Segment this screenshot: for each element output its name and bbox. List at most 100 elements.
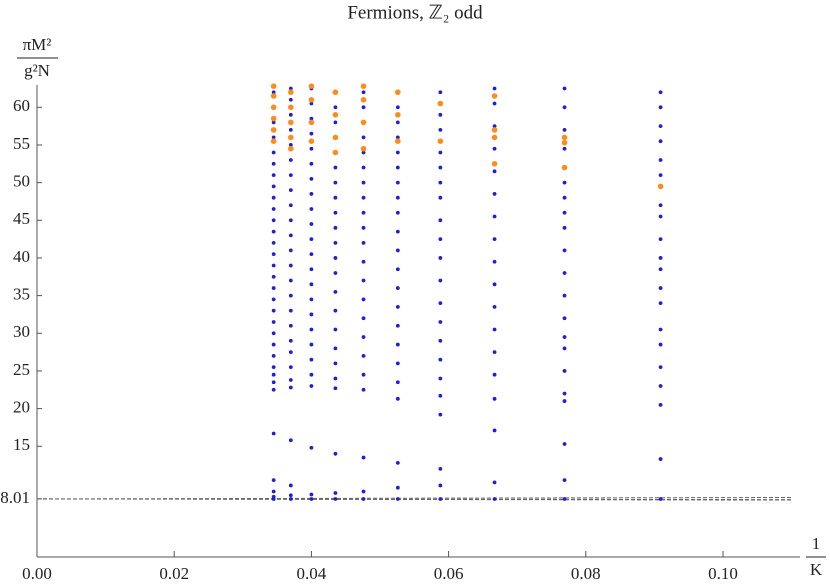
point xyxy=(562,391,567,396)
point xyxy=(333,346,338,351)
x-tick-label: 0.10 xyxy=(708,564,738,583)
point xyxy=(271,380,276,385)
point xyxy=(333,256,338,260)
point xyxy=(395,120,400,125)
point xyxy=(271,308,276,313)
point xyxy=(492,86,497,91)
point xyxy=(492,169,497,174)
point xyxy=(361,195,366,200)
y-tick-label: 40 xyxy=(13,247,30,266)
point xyxy=(271,195,276,200)
point xyxy=(361,150,366,155)
point xyxy=(492,214,497,219)
point xyxy=(395,342,400,347)
point xyxy=(271,173,276,177)
point xyxy=(562,210,567,215)
point xyxy=(562,293,567,298)
point xyxy=(438,497,443,501)
point xyxy=(288,497,293,501)
point xyxy=(333,120,338,125)
point xyxy=(309,161,314,166)
point xyxy=(438,150,443,155)
point xyxy=(333,289,338,294)
point xyxy=(492,124,497,129)
point xyxy=(438,112,443,117)
point xyxy=(658,105,663,110)
point xyxy=(361,353,366,358)
point xyxy=(492,305,497,309)
point xyxy=(308,138,315,144)
point xyxy=(491,160,498,167)
point xyxy=(438,466,443,471)
point xyxy=(271,184,276,189)
point xyxy=(361,372,366,377)
point xyxy=(309,342,314,347)
point xyxy=(438,376,443,381)
point xyxy=(270,104,277,111)
point xyxy=(438,237,443,242)
point xyxy=(333,180,338,185)
point xyxy=(658,402,663,407)
y-tick-label: 55 xyxy=(13,134,30,153)
point xyxy=(658,365,663,370)
point xyxy=(562,180,567,185)
point xyxy=(562,225,567,230)
point xyxy=(437,138,444,144)
point xyxy=(271,274,276,279)
y-tick-label: 15 xyxy=(13,435,30,454)
point xyxy=(491,93,498,99)
point xyxy=(438,278,443,283)
point xyxy=(395,89,401,96)
point xyxy=(333,308,338,313)
point xyxy=(288,203,293,208)
point xyxy=(395,105,400,110)
point xyxy=(271,218,276,223)
fit-line xyxy=(36,496,792,500)
point xyxy=(562,335,567,339)
point xyxy=(492,497,497,501)
point xyxy=(360,145,367,152)
point xyxy=(395,248,400,253)
point xyxy=(309,492,314,497)
point xyxy=(288,158,293,162)
point xyxy=(309,222,314,226)
point xyxy=(309,372,314,377)
point xyxy=(270,83,277,90)
point xyxy=(395,267,400,272)
point xyxy=(271,353,276,358)
x-tick-label: 0.04 xyxy=(297,564,327,583)
point xyxy=(562,105,567,110)
point xyxy=(361,316,366,321)
point xyxy=(658,384,663,388)
point xyxy=(288,119,294,126)
point xyxy=(270,93,277,99)
point xyxy=(438,393,443,398)
point xyxy=(492,372,497,377)
point xyxy=(332,112,339,118)
point xyxy=(438,301,443,306)
point xyxy=(438,127,443,132)
point xyxy=(288,323,293,328)
y-label-denominator: g²N xyxy=(24,61,50,80)
point xyxy=(332,89,339,96)
point xyxy=(288,365,293,370)
point xyxy=(492,146,497,151)
point xyxy=(332,149,339,156)
point xyxy=(438,90,443,95)
y-tick-label: 8.01 xyxy=(0,488,30,507)
point xyxy=(288,218,293,223)
point xyxy=(271,489,276,494)
point xyxy=(562,248,567,253)
point xyxy=(361,387,366,392)
point xyxy=(288,143,293,147)
point xyxy=(309,237,314,242)
point xyxy=(658,286,663,290)
point xyxy=(395,305,400,309)
point xyxy=(438,338,443,343)
point xyxy=(438,195,443,200)
x-tick-label: 0.02 xyxy=(159,564,189,583)
point xyxy=(288,188,293,193)
point xyxy=(437,100,444,107)
point xyxy=(333,451,338,456)
point xyxy=(288,127,293,132)
